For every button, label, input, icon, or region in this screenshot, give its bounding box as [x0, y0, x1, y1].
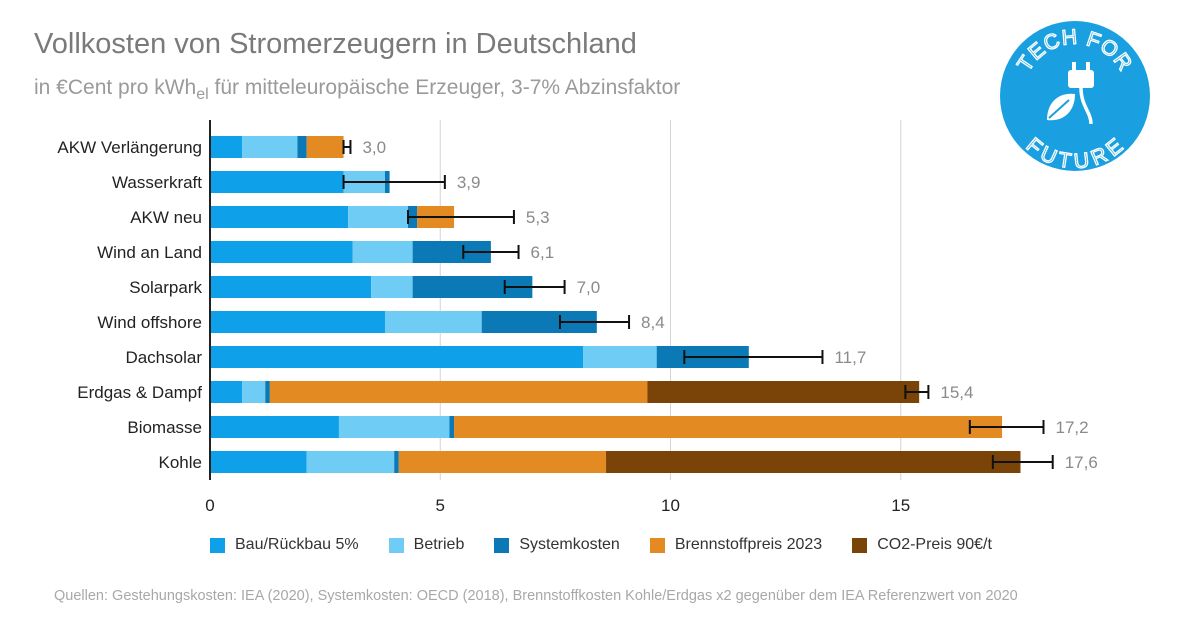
error-bar — [503, 280, 566, 294]
bar-segment — [210, 311, 385, 333]
logo-circle — [1000, 21, 1150, 171]
bar-segment — [306, 136, 344, 158]
error-bar — [407, 210, 515, 224]
total-label: 8,4 — [641, 313, 665, 332]
legend-swatch — [649, 537, 665, 553]
legend-item: Bau/Rückbau 5% — [210, 536, 359, 554]
category-label: Solarpark — [129, 278, 202, 297]
error-bar — [558, 315, 631, 329]
bar-segment — [306, 451, 395, 473]
error-bar — [462, 245, 520, 259]
bar-segment — [269, 381, 648, 403]
legend-swatch — [388, 537, 404, 553]
category-label: AKW Verlängerung — [57, 138, 202, 157]
total-label: 6,1 — [531, 243, 555, 262]
x-tick-label: 15 — [891, 496, 910, 515]
total-label: 7,0 — [577, 278, 601, 297]
legend-item: Systemkosten — [494, 536, 620, 554]
legend-item: CO2-Preis 90€/t — [852, 536, 992, 554]
total-label: 17,2 — [1056, 418, 1089, 437]
legend-swatch — [494, 537, 510, 553]
bar-segment — [394, 451, 399, 473]
x-tick-label: 5 — [436, 496, 445, 515]
bar-segment — [210, 451, 307, 473]
bar-segment — [210, 381, 243, 403]
error-bar — [342, 175, 446, 189]
bar-segment — [297, 136, 307, 158]
total-label: 11,7 — [834, 348, 866, 367]
category-label: Wind an Land — [97, 243, 202, 262]
total-label: 3,9 — [457, 173, 481, 192]
bar-segment — [647, 381, 920, 403]
source-note: Quellen: Gestehungskosten: IEA (2020), S… — [54, 588, 1018, 604]
chart-title: Vollkosten von Stromerzeugern in Deutsch… — [34, 28, 637, 60]
subtitle-subscript: el — [196, 86, 209, 103]
category-label: Wind offshore — [97, 313, 202, 332]
category-label: Biomasse — [127, 418, 202, 437]
legend-swatch — [210, 537, 225, 553]
bar-chart: AKW Verlängerung Wasserkraft AKW neu Wind a… — [57, 120, 1098, 515]
legend-label: Betrieb — [413, 536, 465, 553]
bar-segment — [210, 206, 349, 228]
bar-segment — [242, 381, 266, 403]
total-label: 5,3 — [526, 208, 550, 227]
bar-segment — [210, 171, 344, 193]
category-label: Erdgas & Dampf — [77, 383, 202, 402]
legend-swatch — [852, 537, 868, 553]
category-label: Kohle — [159, 453, 202, 472]
error-bar — [683, 350, 824, 364]
bar-segment — [412, 276, 533, 298]
total-label: 17,6 — [1065, 453, 1098, 472]
error-bar — [991, 455, 1054, 469]
bar-segment — [210, 276, 372, 298]
subtitle-prefix: in €Cent pro kWh — [34, 76, 197, 99]
category-label: Dachsolar — [125, 348, 202, 367]
bar-segment — [210, 136, 243, 158]
x-tick-label: 10 — [661, 496, 680, 515]
bar-segment — [348, 206, 409, 228]
legend-label: Systemkosten — [519, 536, 620, 553]
bar-segment — [352, 241, 413, 263]
error-bar — [968, 420, 1045, 434]
subtitle-suffix: für mitteleuropäische Erzeuger, 3-7% Abz… — [208, 76, 681, 99]
category-label: Wasserkraft — [112, 173, 202, 192]
bar-segment — [338, 416, 450, 438]
tech-for-future-logo: TECH FOR FUTURE — [1000, 21, 1150, 172]
error-bar — [342, 140, 352, 154]
bar-segment — [583, 346, 657, 368]
bar-segment — [242, 136, 298, 158]
total-label: 15,4 — [940, 383, 973, 402]
legend-label: Bau/Rückbau 5% — [235, 536, 359, 553]
legend-item: Betrieb — [388, 536, 465, 554]
legend-item: Brennstoffpreis 2023 — [649, 536, 823, 554]
category-label: AKW neu — [130, 208, 202, 227]
bar-segment — [210, 416, 339, 438]
x-tick-label: 0 — [205, 496, 214, 515]
total-label: 3,0 — [362, 138, 386, 157]
bar-segment — [210, 346, 584, 368]
bar-segment — [606, 451, 1021, 473]
leaf-plug-icon — [1047, 62, 1094, 125]
bar-segment — [371, 276, 413, 298]
bar-segment — [412, 241, 491, 263]
bar-segment — [398, 451, 607, 473]
bar-segment — [265, 381, 270, 403]
bar-segment — [481, 311, 597, 333]
chart-subtitle: in €Cent pro kWhel für mitteleuropäische… — [34, 76, 680, 104]
bar-segment — [384, 311, 482, 333]
bar-segment — [210, 241, 353, 263]
legend-label: Brennstoffpreis 2023 — [674, 536, 823, 553]
bar-segment — [454, 416, 1003, 438]
bar-segment — [449, 416, 455, 438]
chart-legend: Bau/Rückbau 5% Betrieb Systemkosten Brennst… — [210, 534, 1022, 556]
error-bar — [904, 385, 930, 399]
legend-label: CO2-Preis 90€/t — [877, 536, 992, 553]
